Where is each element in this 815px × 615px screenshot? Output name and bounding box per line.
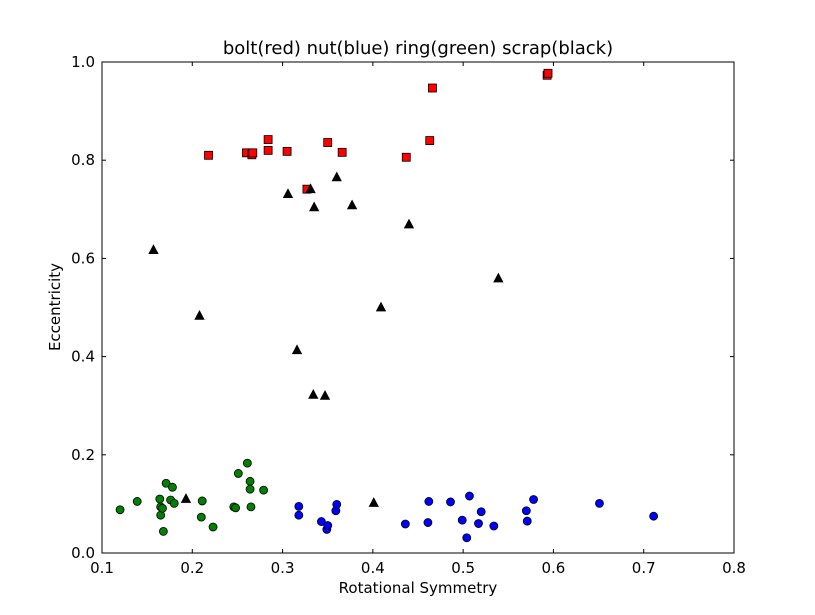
data-point-circle [158,526,168,536]
data-point-circle [423,518,433,527]
x-tick-label: 0.1 [90,559,114,577]
data-point-triangle [305,183,316,194]
y-axis-label: Eccentricity [46,263,64,351]
data-point-circle [424,497,434,506]
data-point-circle [446,497,455,507]
data-point-circle [197,496,207,506]
data-point-square [263,135,273,144]
data-point-circle [245,484,255,494]
data-point-square [337,147,347,157]
data-point-circle [245,476,255,486]
y-tick-label: 0.4 [71,348,95,366]
data-point-triangle [331,171,342,182]
plot-frame [101,61,735,554]
x-tick-label: 0.5 [451,559,475,577]
data-point-square [401,152,411,162]
data-point-square [204,150,213,160]
data-point-circle [595,499,604,508]
y-tick-label: 1.0 [71,53,95,71]
data-point-square [428,83,437,93]
axis-ticks: 0.1 0.2 0.3 0.4 0.5 0.6 0.7 0.8 0.0 0.2 0.4 0.6 0.8 1… [71,53,746,577]
data-point-circle [294,501,304,511]
data-point-circle [169,499,179,508]
data-point-triangle [375,301,387,312]
y-tick-label: 0.2 [71,446,95,464]
data-point-circle [521,506,531,516]
x-tick-label: 0.3 [271,559,295,577]
data-point-triangle [180,493,192,503]
data-point-circle [158,503,167,513]
data-point-triangle [282,188,294,198]
x-tick-label: 0.7 [632,559,656,577]
x-axis-label: Rotational Symmetry [339,579,498,597]
data-point-circle [457,515,467,525]
data-point-circle [332,499,342,509]
data-markers [115,68,659,543]
data-point-circle [522,516,532,526]
data-point-triangle [368,497,379,507]
data-point-circle [489,521,499,531]
data-point-circle [233,469,243,478]
data-point-triangle [308,389,319,399]
data-point-square [282,146,292,156]
data-point-circle [462,533,472,543]
data-point-triangle [309,201,320,212]
data-point-circle [132,497,142,506]
data-point-square [248,148,258,158]
data-point-square [425,136,435,145]
data-point-triangle [148,244,159,254]
data-point-triangle [493,272,504,283]
data-point-circle [294,510,304,520]
data-point-circle [208,522,218,532]
data-point-circle [155,494,165,504]
data-point-circle [649,511,659,521]
data-point-circle [115,505,125,515]
x-tick-label: 0.8 [722,559,746,577]
data-point-circle [465,491,474,501]
data-point-circle [196,512,206,522]
y-tick-label: 0.0 [71,544,95,562]
chart-title: bolt(red) nut(blue) ring(green) scrap(bl… [223,38,613,59]
data-point-square [263,145,273,155]
data-point-circle [474,519,483,528]
data-point-circle [246,502,256,512]
data-point-square [543,68,553,78]
data-point-triangle [291,344,303,355]
data-point-circle [400,519,410,529]
data-point-circle [529,495,538,504]
data-point-triangle [319,390,331,400]
data-point-triangle [346,199,358,210]
y-tick-label: 0.6 [71,249,95,267]
y-tick-label: 0.8 [71,151,95,169]
data-point-circle [259,485,269,495]
data-point-circle [161,478,171,488]
x-tick-label: 0.4 [361,559,385,577]
data-point-circle [323,521,333,530]
data-point-circle [231,503,241,513]
data-point-circle [316,517,326,526]
data-point-triangle [403,218,415,229]
data-point-circle [242,458,252,468]
x-tick-label: 0.2 [180,559,204,577]
data-point-circle [476,507,486,517]
data-point-circle [168,482,177,492]
x-tick-label: 0.6 [541,559,565,577]
data-point-square [323,138,333,147]
data-point-triangle [194,309,205,320]
